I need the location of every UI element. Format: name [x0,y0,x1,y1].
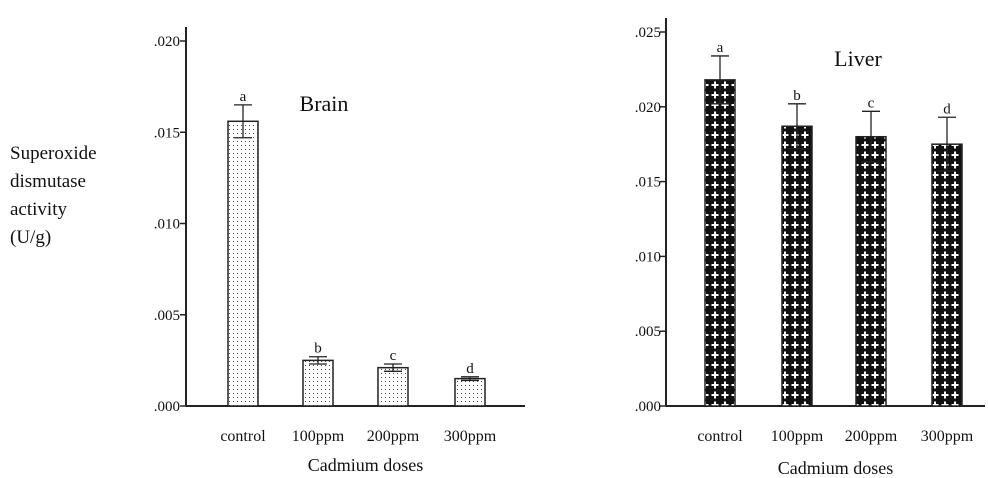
y-tick-label: .020 [154,34,180,50]
bar [302,359,334,407]
bar [377,366,409,407]
y-tick-label: .000 [154,399,180,415]
brain-chart-panel: .000 .005 .010 .015 .020 a control b 100ppm c 200p… [154,27,525,475]
liver-chart-panel: .000 .005 .010 .015 .020 .025 a control b 100ppm c… [635,18,985,478]
significance-letter: a [240,89,247,105]
bar [781,125,813,407]
x-tick-label: 200ppm [367,428,420,445]
y-tick-label: .000 [635,399,661,415]
y-tick-label: .015 [154,125,180,141]
chart-title: Liver [834,46,882,71]
x-tick-label: control [697,428,743,445]
significance-letter: c [390,348,397,364]
x-axis-title: Cadmium doses [308,455,424,475]
significance-letter: a [717,40,724,56]
y-tick-label: .025 [635,25,661,41]
y-tick-label: .005 [154,308,180,324]
y-tick-label: .010 [635,249,661,265]
x-tick-label: 100ppm [771,428,824,445]
y-axis-label-line: Superoxide [10,143,97,164]
y-axis-label-line: dismutase [10,171,86,192]
bar [855,135,887,407]
y-tick-label: .010 [154,217,180,233]
significance-letter: c [868,95,875,111]
significance-letter: d [466,361,474,377]
y-axis-label-line: activity [10,199,67,220]
chart-title: Brain [300,91,349,116]
bar [704,79,736,407]
bar [227,120,259,407]
x-tick-label: 300ppm [444,428,497,445]
significance-letter: b [314,341,322,357]
significance-letter: d [943,101,951,117]
y-tick-label: .015 [635,175,661,191]
x-tick-label: control [220,428,266,445]
bar [454,377,486,407]
y-axis-label-line: (U/g) [10,227,52,248]
significance-letter: b [793,88,801,104]
y-tick-label: .005 [635,324,661,340]
x-axis-title: Cadmium doses [778,458,894,478]
bar [931,143,963,407]
x-tick-label: 200ppm [845,428,898,445]
x-tick-label: 100ppm [292,428,345,445]
y-tick-label: .020 [635,100,661,116]
x-tick-label: 300ppm [921,428,974,445]
